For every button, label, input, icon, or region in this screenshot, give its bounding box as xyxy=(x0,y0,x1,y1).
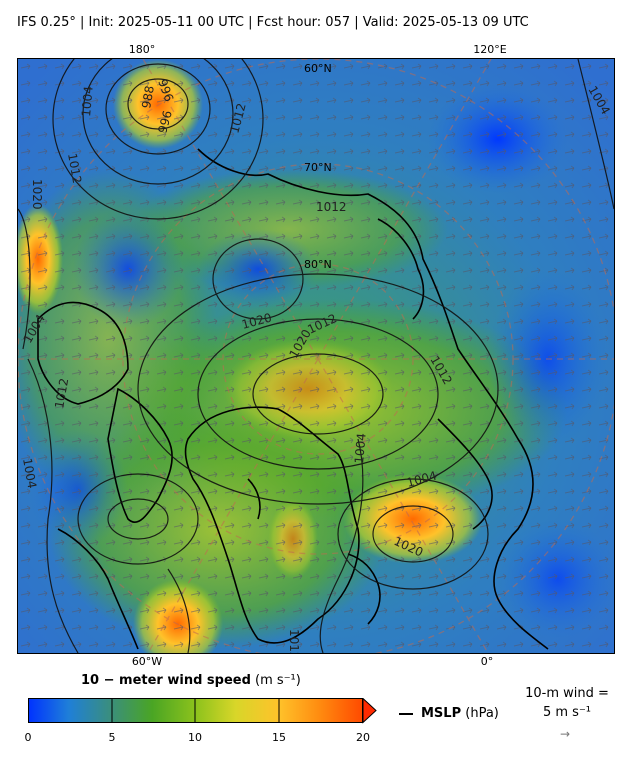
lon-label-60w: 60°W xyxy=(131,655,163,668)
colorbar-tick: 10 xyxy=(188,731,202,744)
mslp-units: (hPa) xyxy=(465,706,499,721)
colorbar-tick: 20 xyxy=(356,731,370,744)
colorbar-title: 10 − meter wind speed (m s⁻¹) xyxy=(81,673,301,688)
weather-map: 996 988 996 1004 1020 1012 1012 1012 102… xyxy=(17,58,615,654)
mslp-legend: MSLP (hPa) xyxy=(399,706,499,721)
lon-label-0: 0° xyxy=(480,655,494,668)
wind-key-line2: 5 m s⁻¹ xyxy=(542,705,592,720)
wind-key-line1: 10-m wind = xyxy=(525,686,609,701)
lat-label-70n: 70°N xyxy=(304,161,332,174)
colorbar-title-variable: 10 − meter wind speed xyxy=(81,673,251,688)
isobar-label: 1004 xyxy=(352,433,369,465)
colorbar xyxy=(28,698,377,724)
wind-key: 10-m wind = 5 m s⁻¹ xyxy=(519,684,615,722)
lon-label-120e: 120°E xyxy=(473,43,507,56)
wind-key-arrow-icon: → xyxy=(560,727,571,741)
colorbar-tick: 0 xyxy=(24,731,32,744)
isobar-label: 996 xyxy=(155,109,174,135)
isobar-label: 1004 xyxy=(79,86,96,118)
isobar-label: 1012 xyxy=(52,377,71,410)
colorbar-tick: 5 xyxy=(108,731,116,744)
isobar-label: 988 xyxy=(139,85,157,110)
lat-label-80n: 80°N xyxy=(304,258,332,271)
isobar-label: 1004 xyxy=(20,457,39,490)
lat-label-60n: 60°N xyxy=(304,62,332,75)
isobar-label: 1012 xyxy=(65,152,84,185)
map-title: IFS 0.25° | Init: 2025-05-11 00 UTC | Fc… xyxy=(17,15,529,30)
mslp-line-swatch xyxy=(399,712,413,715)
colorbar-tick: 15 xyxy=(272,731,286,744)
colorbar-title-units: (m s⁻¹) xyxy=(255,673,301,688)
isobar-label: 1012 xyxy=(287,629,301,653)
lon-label-180: 180° xyxy=(128,43,156,56)
mslp-label: MSLP xyxy=(421,706,462,721)
isobar-label: 1012 xyxy=(316,200,347,214)
isobar-label: 1020 xyxy=(30,179,44,210)
